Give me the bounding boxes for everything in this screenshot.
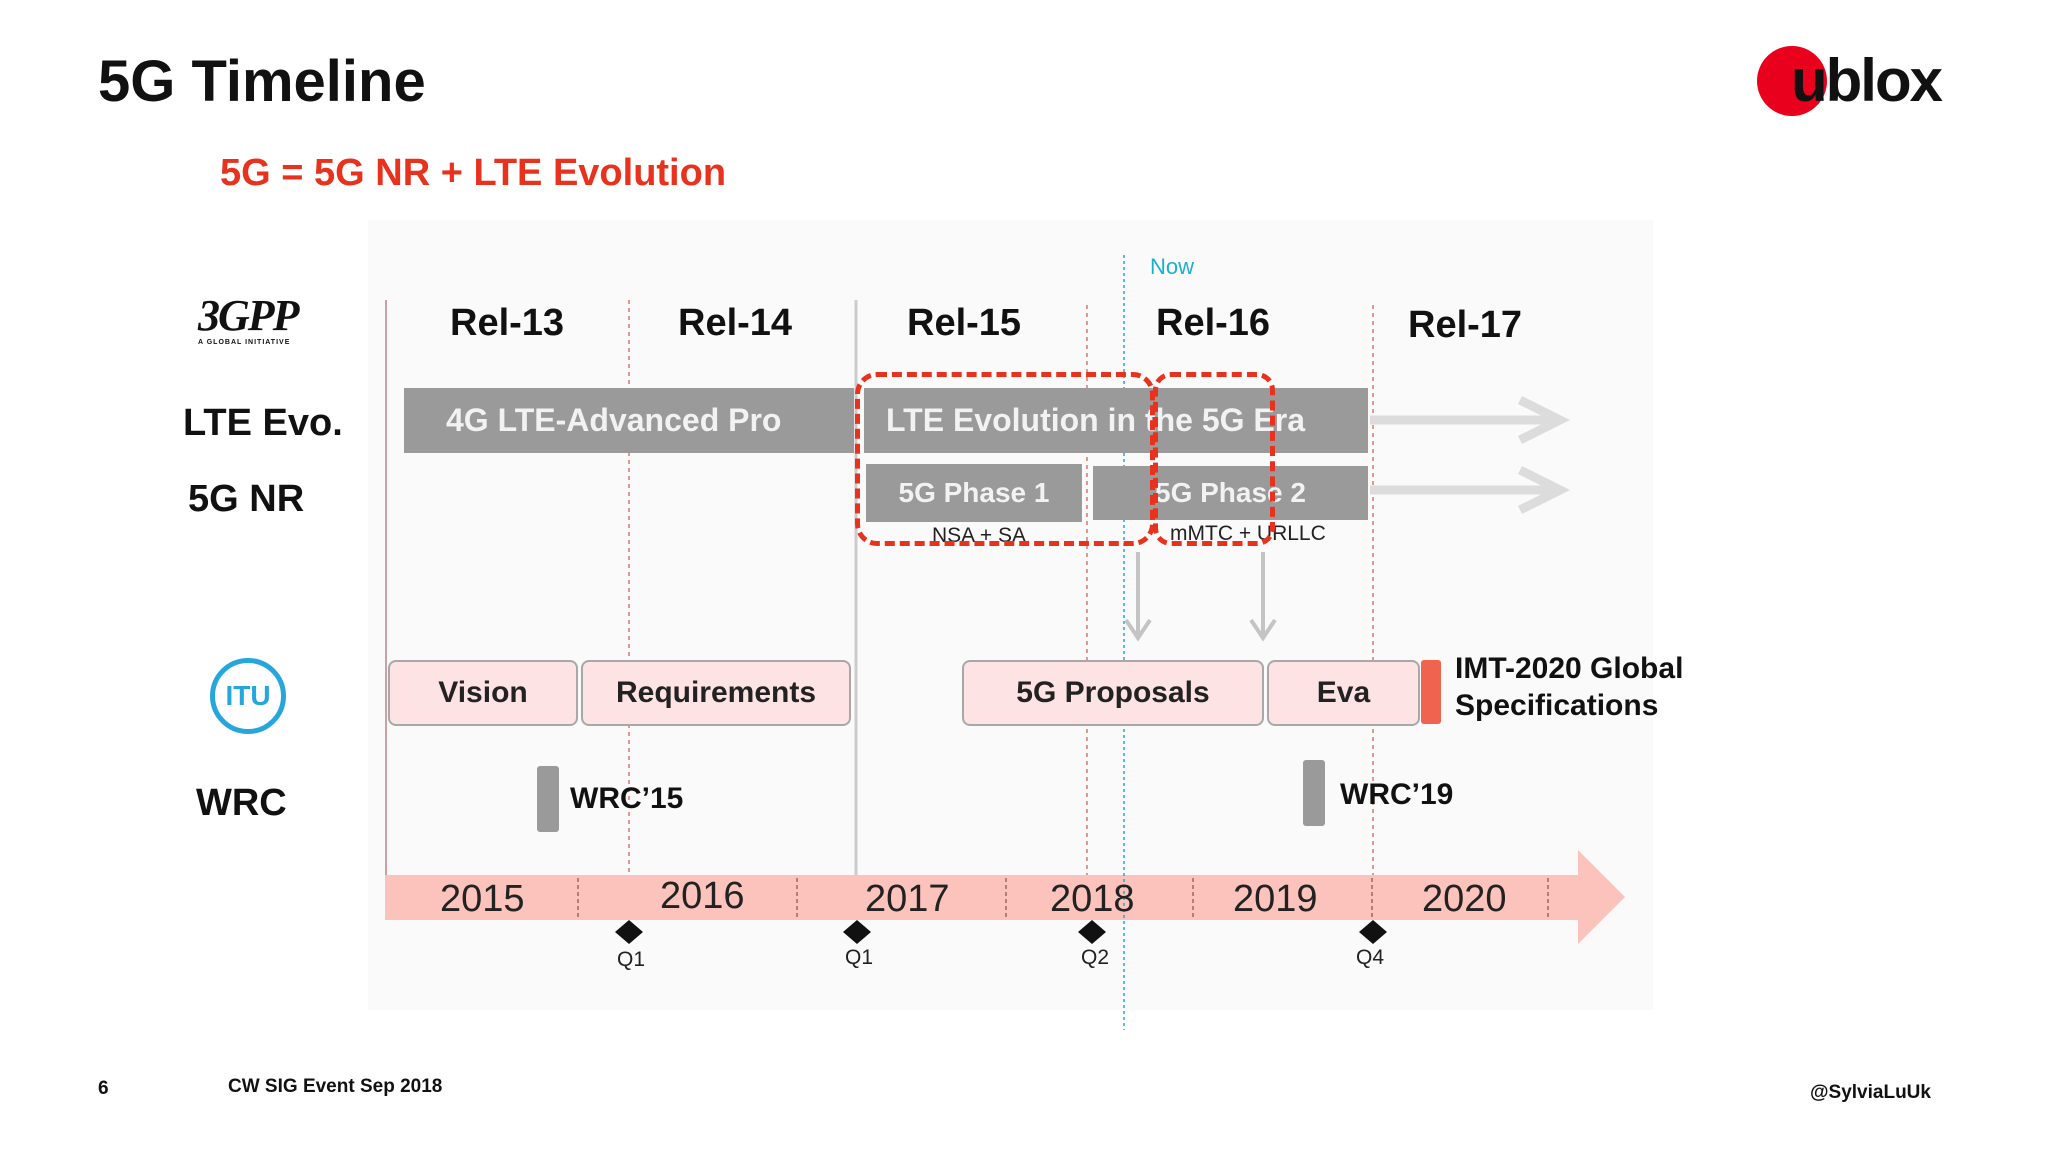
- row-label-nr: 5G NR: [188, 478, 305, 520]
- 5g-phase1-bar: 5G Phase 1: [866, 464, 1082, 522]
- milestone-diamonds: [615, 920, 1387, 944]
- itu-box-requirements: Requirements: [581, 660, 851, 726]
- release-label: Rel-16: [1156, 302, 1271, 344]
- row-label-lte: LTE Evo.: [183, 402, 343, 444]
- imt-2020-label: IMT-2020 Global Specifications: [1455, 650, 1683, 724]
- down-arrows: [1124, 552, 1277, 642]
- phase2-note: mMTC + URLLC: [1170, 522, 1326, 545]
- itu-box-eva: Eva: [1267, 660, 1420, 726]
- release-dividers: [628, 300, 1374, 875]
- lte-advanced-pro-bar: 4G LTE-Advanced Pro: [404, 388, 854, 453]
- imt-line2: Specifications: [1455, 689, 1659, 722]
- quarter-label: Q1: [617, 948, 646, 971]
- year-label: 2016: [660, 875, 745, 917]
- quarter-label: Q4: [1356, 946, 1385, 969]
- itu-box-vision: Vision: [388, 660, 578, 726]
- year-label: 2015: [440, 878, 525, 920]
- release-label: Rel-17: [1408, 304, 1523, 346]
- imt-marker: [1421, 660, 1441, 724]
- 5g-phase2-bar: 5G Phase 2: [1093, 466, 1368, 520]
- year-label: 2018: [1050, 878, 1135, 920]
- timeline-arrowhead: [1578, 850, 1625, 944]
- phase1-highlight: [855, 372, 1155, 546]
- itu-box-5g-proposals: 5G Proposals: [962, 660, 1264, 726]
- phase2-highlight: [1153, 372, 1275, 546]
- logo-circle-icon: [1757, 46, 1827, 116]
- page-number: 6: [98, 1078, 109, 1099]
- quarter-label: Q1: [845, 946, 874, 969]
- row-label-wrc: WRC: [196, 782, 287, 824]
- release-label: Rel-15: [907, 302, 1022, 344]
- timeline-band: [385, 875, 1580, 920]
- wrc19-label: WRC’19: [1340, 778, 1454, 811]
- footer-handle: @SylviaLuUk: [1810, 1082, 1931, 1103]
- year-label: 2017: [865, 878, 950, 920]
- page-title: 5G Timeline: [98, 49, 426, 114]
- 3gpp-logo-text: 3GPP: [198, 291, 300, 340]
- subtitle: 5G = 5G NR + LTE Evolution: [220, 152, 727, 194]
- ublox-logo: ublox: [1755, 46, 1955, 126]
- now-label: Now: [1150, 254, 1195, 279]
- wrc15-label: WRC’15: [570, 782, 684, 815]
- itu-logo: ITU: [210, 658, 286, 734]
- wrc15-marker: [537, 766, 559, 832]
- lte-evolution-bar: LTE Evolution in the 5G Era: [864, 388, 1368, 453]
- year-label: 2019: [1233, 878, 1318, 920]
- quarter-label: Q2: [1081, 946, 1110, 969]
- year-label: 2020: [1422, 878, 1507, 920]
- footer-event: CW SIG Event Sep 2018: [228, 1076, 443, 1097]
- release-label: Rel-14: [678, 302, 793, 344]
- imt-line1: IMT-2020 Global: [1455, 652, 1684, 685]
- release-label: Rel-13: [450, 302, 565, 344]
- logo-text: ublox: [1791, 47, 1943, 114]
- continue-arrows: [1370, 395, 1571, 515]
- 3gpp-tagline: A GLOBAL INITIATIVE: [198, 339, 291, 346]
- itu-logo-text: ITU: [225, 680, 271, 711]
- 3gpp-logo: 3GPP A GLOBAL INITIATIVE: [198, 290, 318, 370]
- wrc19-marker: [1303, 760, 1325, 826]
